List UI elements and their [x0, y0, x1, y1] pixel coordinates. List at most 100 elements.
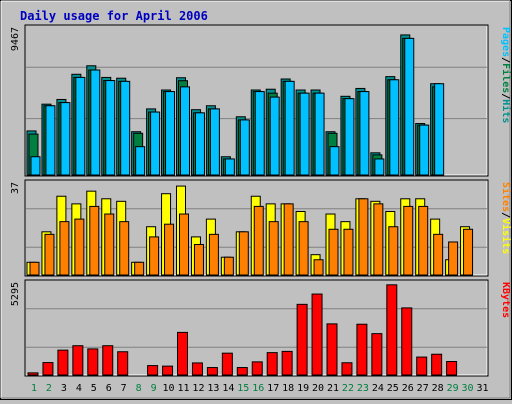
- x-label-day-24: 24: [372, 383, 384, 394]
- x-label-day-9: 9: [151, 383, 157, 394]
- legend-part: KBytes: [500, 282, 511, 318]
- series-legend-kbytes: KBytes: [500, 282, 511, 318]
- bar-sites-day-7: [119, 221, 130, 276]
- x-label-day-7: 7: [121, 383, 127, 394]
- bar-pages-day-7: [120, 80, 131, 176]
- x-label-day-31: 31: [476, 383, 488, 394]
- bar-kbytes-day-16: [251, 361, 263, 376]
- bar-pages-day-21: [329, 146, 340, 176]
- x-axis-labels: 1 2 3 4 5 6 7 8 9 10 11 12 13 14 15 16 17 18 19 20 21 22 23 24 2…: [31, 383, 489, 394]
- bar-pages-day-4: [75, 76, 86, 176]
- bar-kbytes-day-19: [296, 303, 308, 376]
- legend-part: Visits: [500, 218, 512, 254]
- bar-kbytes-day-1: [27, 372, 39, 376]
- bar-kbytes-day-25: [386, 284, 398, 376]
- bar-pages-day-14: [224, 158, 235, 176]
- x-label-day-26: 26: [402, 383, 414, 394]
- bar-sites-day-28: [433, 233, 444, 276]
- bar-sites-day-22: [343, 228, 354, 276]
- x-label-day-28: 28: [432, 383, 444, 394]
- bar-pages-day-12: [194, 112, 205, 176]
- y-max-label-visits-sites: 37: [10, 182, 21, 194]
- bar-kbytes-day-13: [206, 367, 218, 376]
- bar-kbytes-day-14: [221, 352, 233, 376]
- x-label-day-23: 23: [357, 383, 369, 394]
- x-label-day-25: 25: [387, 383, 399, 394]
- x-label-day-11: 11: [177, 383, 189, 394]
- bar-pages-day-19: [299, 92, 310, 176]
- x-label-day-19: 19: [297, 383, 309, 394]
- legend-part: Files: [500, 63, 512, 93]
- y-max-label-kbytes: 5295: [10, 282, 21, 306]
- bar-sites-day-13: [208, 233, 219, 276]
- legend-part: Sites: [500, 182, 512, 212]
- legend-part: Pages: [500, 27, 511, 57]
- bar-pages-day-20: [314, 92, 325, 176]
- bar-pages-day-6: [105, 80, 116, 176]
- bar-sites-day-29: [448, 241, 459, 276]
- bar-kbytes-day-26: [401, 307, 413, 376]
- bar-sites-day-26: [403, 205, 414, 276]
- bar-sites-day-5: [89, 205, 100, 276]
- bar-pages-day-2: [45, 105, 56, 176]
- bar-pages-day-1: [30, 156, 41, 176]
- bar-pages-day-17: [269, 96, 280, 176]
- series-legend-visits-sites: Sites/Visits: [500, 182, 512, 254]
- bar-sites-day-4: [74, 218, 85, 276]
- x-label-day-27: 27: [417, 383, 429, 394]
- bar-kbytes-day-11: [177, 331, 188, 376]
- bar-sites-day-30: [463, 228, 474, 276]
- bar-kbytes-day-18: [281, 350, 293, 376]
- series-legend-hits-files-pages: Pages/Files/Hits: [500, 27, 512, 123]
- bar-sites-day-11: [179, 213, 189, 276]
- bar-sites-day-23: [358, 198, 369, 276]
- legend-part: /: [500, 93, 511, 99]
- x-label-day-30: 30: [462, 383, 474, 394]
- bar-sites-day-1: [29, 261, 40, 276]
- bar-kbytes-day-15: [236, 367, 248, 376]
- x-label-day-15: 15: [237, 383, 249, 394]
- bar-sites-day-12: [193, 244, 204, 276]
- bar-kbytes-day-4: [72, 345, 84, 376]
- x-label-day-17: 17: [267, 383, 279, 394]
- bar-kbytes-day-28: [431, 353, 443, 376]
- bar-sites-day-24: [373, 203, 384, 276]
- bar-sites-day-2: [44, 233, 55, 276]
- bar-pages-day-26: [404, 37, 415, 176]
- bar-sites-day-25: [388, 226, 399, 276]
- bar-sites-day-3: [59, 221, 70, 276]
- bar-kbytes-day-24: [371, 333, 383, 376]
- bar-kbytes-day-5: [87, 348, 99, 376]
- chart-title: Daily usage for April 2006: [20, 9, 208, 23]
- bar-kbytes-day-20: [311, 293, 323, 376]
- bar-pages-day-10: [165, 91, 176, 176]
- bar-pages-day-13: [209, 108, 220, 176]
- bar-sites-day-15: [238, 231, 249, 276]
- x-label-day-2: 2: [46, 383, 52, 394]
- bar-sites-day-18: [283, 203, 294, 276]
- bar-sites-day-19: [298, 221, 309, 276]
- x-label-day-22: 22: [342, 383, 354, 394]
- x-label-day-13: 13: [207, 383, 219, 394]
- bar-sites-day-21: [328, 228, 339, 276]
- bar-kbytes-day-3: [57, 349, 69, 376]
- bar-kbytes-day-22: [341, 362, 353, 376]
- bar-kbytes-day-17: [266, 352, 278, 376]
- bar-kbytes-day-6: [102, 345, 114, 376]
- x-label-day-8: 8: [136, 383, 142, 394]
- x-label-day-5: 5: [91, 383, 97, 394]
- bar-pages-day-25: [389, 79, 400, 176]
- bar-kbytes-day-2: [42, 362, 54, 376]
- bar-kbytes-day-23: [356, 323, 368, 376]
- x-label-day-1: 1: [31, 383, 37, 394]
- bar-pages-day-8: [135, 146, 146, 176]
- panel-hits-files-pages: 9467 Pages/Files/Hits: [10, 24, 512, 177]
- legend-part: /: [500, 212, 511, 218]
- bar-pages-day-28: [434, 83, 445, 176]
- bar-sites-day-10: [164, 223, 175, 276]
- panel-kbytes: 5295 KBytes: [10, 279, 511, 377]
- bar-kbytes-day-27: [416, 356, 428, 376]
